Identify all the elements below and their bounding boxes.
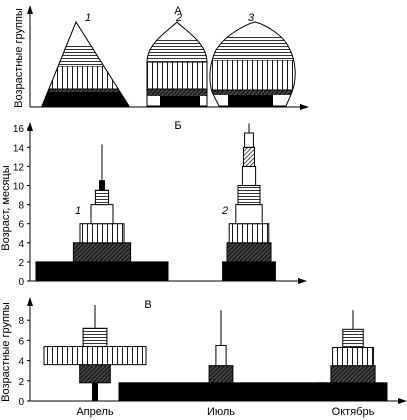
panel-c-ylabel: Возрастные группы — [0, 302, 12, 402]
xlabel-july: Июль — [207, 406, 235, 418]
pyramid-shape-3-outline — [209, 21, 296, 107]
age-layer-dense-hatch — [208, 365, 234, 384]
ytick-label: 2 — [18, 377, 24, 388]
age-layer-dense-hatch — [226, 242, 272, 263]
pyramid-label-1: 1 — [75, 205, 81, 217]
age-layer-white — [241, 165, 257, 186]
pyramid-shape-2-outline — [146, 21, 208, 107]
panel-b-ylabel: Возраст, месяцы — [0, 165, 12, 250]
panel-c-letter: В — [144, 299, 151, 311]
ytick-label: 8 — [18, 316, 24, 327]
panel-a-ylabel: Возрастные группы — [13, 8, 25, 108]
pyramid-shape-3 — [209, 37, 296, 106]
panel-b-yticks: 0 2 4 6 8 10 12 14 16 — [13, 124, 30, 288]
ytick-label: 2 — [18, 258, 24, 269]
pyramid-shape-1-outline — [41, 20, 130, 107]
age-layer-black — [35, 261, 169, 282]
age-layer-hatch — [243, 146, 255, 167]
panel-c-pyramids — [43, 305, 388, 402]
pyramid-1 — [35, 144, 169, 282]
age-layer-dense-hatch — [72, 242, 132, 263]
pyramid-Октябрь — [318, 310, 388, 402]
ytick-label: 4 — [18, 357, 24, 368]
shape-label-2: 2 — [175, 12, 182, 24]
panel-c: Возрастные группы В 0 2 4 6 8 Апрель Июль Ок… — [0, 297, 407, 418]
shape-label-3: 3 — [248, 12, 255, 24]
xlabel-april: Апрель — [76, 406, 114, 418]
age-layer-black — [92, 382, 98, 402]
pyramid-Июль — [118, 310, 324, 402]
age-layer-black — [118, 382, 324, 402]
panel-b: Возраст, месяцы Б 0 2 4 6 8 10 12 14 16 1 2 — [0, 120, 307, 288]
age-layer-black — [222, 261, 276, 282]
age-layer-white — [90, 204, 114, 225]
panel-a-letter: А — [174, 5, 182, 17]
age-layer-dense-hatch — [79, 364, 111, 384]
panel-b-letter: Б — [174, 120, 181, 132]
ytick-label: 4 — [18, 239, 24, 250]
age-layer-white — [215, 344, 227, 367]
age-layer-horizontal — [342, 328, 364, 348]
pyramid-2 — [222, 123, 276, 282]
age-layer-vertical — [79, 223, 125, 244]
age-layer-vertical — [43, 345, 147, 366]
pyramid-shape-2 — [147, 40, 207, 106]
xlabel-october: Октябрь — [332, 406, 375, 418]
ytick-label: 0 — [18, 277, 24, 288]
panel-a: Возрастные группы А 1 2 3 — [13, 5, 309, 110]
panel-c-yticks: 0 2 4 6 8 — [18, 316, 30, 408]
ytick-label: 16 — [13, 124, 25, 135]
age-layer-vertical — [228, 223, 270, 244]
pyramid-Апрель — [43, 305, 147, 402]
pyramid-label-2: 2 — [221, 205, 228, 217]
age-layer-black — [318, 382, 388, 402]
age-layer-vertical — [332, 346, 374, 367]
shape-label-1: 1 — [85, 12, 91, 24]
ytick-label: 14 — [13, 143, 25, 154]
age-layer-horizontal — [237, 185, 261, 206]
age-layer-horizontal — [94, 189, 110, 206]
age-layer-white — [235, 204, 263, 225]
ytick-label: 10 — [13, 182, 25, 193]
ytick-label: 12 — [13, 162, 25, 173]
ytick-label: 0 — [18, 397, 24, 408]
ytick-label: 6 — [18, 220, 24, 231]
age-layer-white — [244, 132, 254, 148]
ytick-label: 8 — [18, 201, 24, 212]
age-layer-black — [99, 180, 105, 191]
age-layer-dense-hatch — [330, 365, 376, 384]
panel-b-pyramids — [35, 123, 276, 282]
panel-a-y-axis — [27, 5, 309, 110]
ytick-label: 6 — [18, 336, 24, 347]
age-layer-horizontal — [82, 327, 108, 347]
